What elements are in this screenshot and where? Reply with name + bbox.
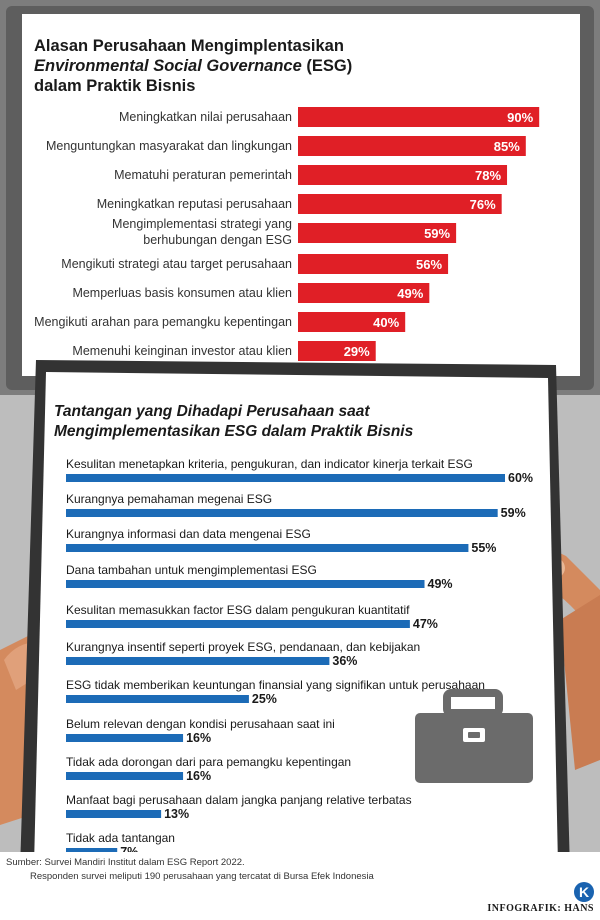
- chart2-category-label: Kesulitan menetapkan kriteria, pengukura…: [66, 457, 473, 471]
- k-logo: K: [574, 882, 594, 902]
- chart1-bar: [298, 107, 540, 127]
- chart2-bar: [66, 810, 162, 818]
- chart2-value-label: 16%: [186, 731, 211, 745]
- chart1-category-label: Mengikuti strategi atau target perusahaa…: [61, 257, 292, 271]
- chart2-value-label: 16%: [186, 769, 211, 783]
- chart1-title-line2: Environmental Social Governance (ESG): [34, 57, 352, 75]
- chart2-value-label: 13%: [164, 807, 189, 821]
- chart1-category-label: Memperluas basis konsumen atau klien: [72, 286, 292, 300]
- chart1-category-label: Meningkatkan nilai perusahaan: [119, 110, 292, 124]
- chart1-value-label: 40%: [373, 315, 399, 330]
- chart1-value-label: 59%: [424, 226, 450, 241]
- chart1-bar: [298, 254, 449, 274]
- chart1-value-label: 78%: [475, 168, 501, 183]
- chart1-title-line1: Alasan Perusahaan Mengimplentasikan: [34, 37, 344, 55]
- chart2-bar: [66, 580, 425, 588]
- right-hand: [560, 595, 600, 770]
- chart1-bar: [298, 223, 457, 243]
- chart2-category-label: Kurangnya pemahaman megenai ESG: [66, 492, 272, 506]
- source-line-1: Sumber: Survei Mandiri Institut dalam ES…: [6, 857, 245, 868]
- chart1-bar: [298, 194, 502, 214]
- chart2-category-label: Kurangnya informasi dan data mengenai ES…: [66, 527, 311, 541]
- chart2-value-label: 59%: [501, 506, 526, 520]
- chart2-category-label: ESG tidak memberikan keuntungan finansia…: [66, 678, 485, 692]
- chart1-value-label: 29%: [344, 344, 370, 359]
- chart2-title-line2: Mengimplementasikan ESG dalam Praktik Bi…: [54, 423, 414, 440]
- chart1-reasons-bars: 90% Meningkatkan nilai perusahaan 85% Mengu…: [34, 107, 540, 361]
- chart2-category-label: Tidak ada dorongan dari para pemangku ke…: [66, 755, 351, 769]
- chart2-bar: [66, 734, 184, 742]
- chart2-value-label: 49%: [428, 577, 453, 591]
- chart2-bar: [66, 772, 184, 780]
- chart1-category-label: Mematuhi peraturan pemerintah: [114, 168, 292, 182]
- chart1-bar: [298, 341, 376, 361]
- chart2-bar: [66, 695, 249, 703]
- chart2-category-label: Kesulitan memasukkan factor ESG dalam pe…: [66, 603, 410, 617]
- chart1-value-label: 85%: [494, 139, 520, 154]
- chart1-category-label: Mengikuti arahan para pemangku kepenting…: [34, 315, 292, 329]
- chart2-value-label: 25%: [252, 692, 277, 706]
- chart2-value-label: 55%: [471, 541, 496, 555]
- chart2-value-label: 47%: [413, 617, 438, 631]
- chart2-bar: [66, 544, 469, 552]
- chart1-bar: [298, 312, 406, 332]
- chart2-category-label: Tidak ada tantangan: [66, 831, 175, 845]
- chart2-category-label: Belum relevan dengan kondisi perusahaan …: [66, 717, 335, 731]
- chart1-title-line3: dalam Praktik Bisnis: [34, 77, 195, 95]
- chart2-bar: [66, 620, 410, 628]
- chart1-value-label: 56%: [416, 257, 442, 272]
- chart1-bar: [298, 165, 508, 185]
- chart2-bar: [66, 509, 498, 517]
- chart1-category-label: Menguntungkan masyarakat dan lingkungan: [46, 139, 292, 153]
- chart1-title-rest: (ESG): [302, 57, 352, 75]
- chart2-category-label: Kurangnya insentif seperti proyek ESG, p…: [66, 640, 420, 654]
- chart2-bar: [66, 657, 330, 665]
- chart1-category-label: Meningkatkan reputasi perusahaan: [97, 197, 292, 211]
- source-line-2: Responden survei meliputi 190 perusahaan…: [30, 871, 374, 882]
- chart2-category-label: Manfaat bagi perusahaan dalam jangka pan…: [66, 793, 412, 807]
- chart2-category-label: Dana tambahan untuk mengimplementasi ESG: [66, 563, 317, 577]
- chart2-challenges-bars: Kesulitan menetapkan kriteria, pengukura…: [66, 457, 533, 859]
- chart1-bar: [298, 283, 430, 303]
- tablet-screen: [34, 372, 558, 866]
- chart1-value-label: 49%: [397, 286, 423, 301]
- infographic-credit: INFOGRAFIK: HANS: [487, 903, 594, 914]
- chart2-bar: [66, 474, 505, 482]
- chart1-category-label: berhubungan dengan ESG: [143, 233, 292, 247]
- chart1-value-label: 76%: [470, 197, 496, 212]
- chart1-value-label: 90%: [507, 110, 533, 125]
- chart1-category-label: Mengimplementasi strategi yang: [112, 217, 292, 231]
- chart2-value-label: 60%: [508, 471, 533, 485]
- chart2-value-label: 36%: [332, 654, 357, 668]
- chart1-title-italic: Environmental Social Governance: [34, 57, 302, 75]
- footer: [0, 852, 600, 920]
- briefcase-icon: [415, 689, 533, 783]
- chart1-category-label: Memenuhi keinginan investor atau klien: [72, 344, 292, 358]
- chart1-bar: [298, 136, 526, 156]
- chart2-title-line1: Tantangan yang Dihadapi Perusahaan saat: [54, 403, 370, 420]
